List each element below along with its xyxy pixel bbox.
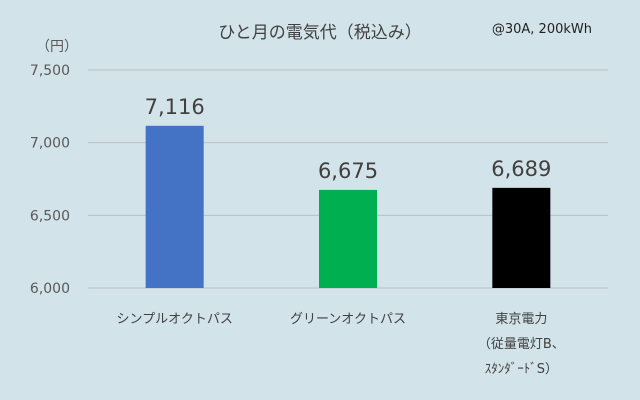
x-tick-label: 東京電力 (495, 311, 547, 327)
data-label: 6,689 (491, 157, 551, 181)
y-axis-unit: （円） (36, 39, 78, 55)
y-tick-label: 7,000 (30, 136, 70, 152)
y-tick-label: 6,000 (30, 281, 70, 297)
data-label: 6,675 (318, 159, 378, 183)
y-tick-label: 7,500 (30, 63, 70, 79)
x-tick-label: シンプルオクトパス (116, 312, 232, 327)
chart-annotation: @30A, 200kWh (491, 22, 592, 37)
bar (145, 125, 204, 288)
chart-title: ひと月の電気代（税込み） (218, 23, 422, 43)
x-tick-label: （従量電灯B、 (478, 337, 565, 352)
y-tick-label: 6,500 (30, 208, 70, 224)
bar (492, 187, 551, 288)
x-tick-label: ｽﾀﾝﾀﾞｰﾄﾞS） (485, 362, 558, 377)
bar (319, 189, 377, 288)
x-tick-label: グリーンオクトパス (290, 312, 406, 327)
data-label: 7,116 (145, 95, 205, 119)
